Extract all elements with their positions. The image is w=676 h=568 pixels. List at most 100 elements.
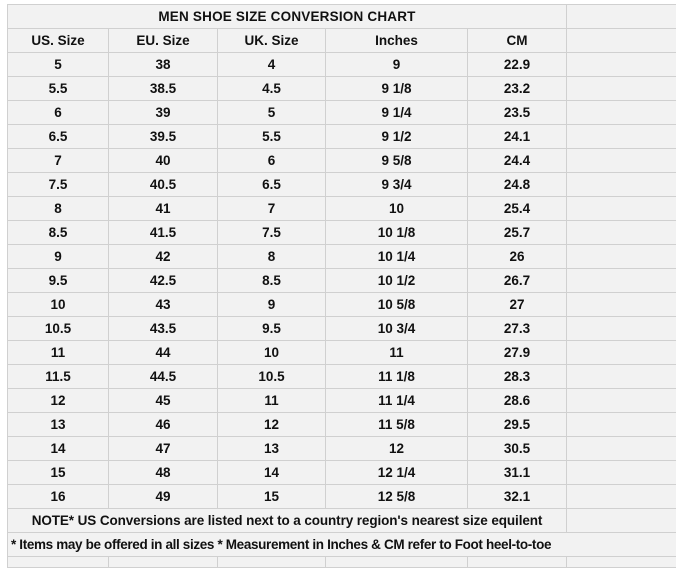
empty-cell: [567, 413, 676, 437]
empty-cell: [567, 485, 676, 509]
cell-r5-c1: 40.5: [109, 173, 218, 197]
cell-r6-c4: 25.4: [468, 197, 567, 221]
empty-cell: [567, 293, 676, 317]
cell-r7-c1: 41.5: [109, 221, 218, 245]
cell-r18-c4: 32.1: [468, 485, 567, 509]
cell-r14-c0: 12: [8, 389, 109, 413]
cell-r11-c1: 43.5: [109, 317, 218, 341]
empty-cell: [567, 101, 676, 125]
cell-r11-c0: 10.5: [8, 317, 109, 341]
cell-r0-c0: 5: [8, 53, 109, 77]
cell-r15-c4: 29.5: [468, 413, 567, 437]
empty-cell: [567, 557, 676, 568]
cell-r12-c0: 11: [8, 341, 109, 365]
cell-r2-c2: 5: [218, 101, 326, 125]
cell-r8-c3: 10 1/4: [326, 245, 468, 269]
cell-r8-c1: 42: [109, 245, 218, 269]
cell-r2-c0: 6: [8, 101, 109, 125]
empty-cell: [567, 389, 676, 413]
cell-r9-c4: 26.7: [468, 269, 567, 293]
cell-r7-c0: 8.5: [8, 221, 109, 245]
note-text-1: NOTE* US Conversions are listed next to …: [8, 509, 567, 533]
cell-r13-c3: 11 1/8: [326, 365, 468, 389]
empty-cell: [8, 557, 109, 568]
cell-r9-c0: 9.5: [8, 269, 109, 293]
cell-r1-c1: 38.5: [109, 77, 218, 101]
cell-r9-c2: 8.5: [218, 269, 326, 293]
column-header-2: UK. Size: [218, 29, 326, 53]
cell-r18-c2: 15: [218, 485, 326, 509]
cell-r3-c3: 9 1/2: [326, 125, 468, 149]
page-title: MEN SHOE SIZE CONVERSION CHART: [8, 5, 567, 29]
empty-cell: [567, 509, 676, 533]
cell-r8-c4: 26: [468, 245, 567, 269]
cell-r1-c0: 5.5: [8, 77, 109, 101]
column-header-4: CM: [468, 29, 567, 53]
cell-r4-c0: 7: [8, 149, 109, 173]
cell-r14-c3: 11 1/4: [326, 389, 468, 413]
cell-r12-c2: 10: [218, 341, 326, 365]
cell-r16-c0: 14: [8, 437, 109, 461]
empty-cell: [567, 5, 676, 29]
cell-r11-c2: 9.5: [218, 317, 326, 341]
empty-cell: [567, 197, 676, 221]
cell-r10-c0: 10: [8, 293, 109, 317]
cell-r16-c3: 12: [326, 437, 468, 461]
empty-cell: [326, 557, 468, 568]
cell-r0-c2: 4: [218, 53, 326, 77]
cell-r9-c3: 10 1/2: [326, 269, 468, 293]
cell-r15-c3: 11 5/8: [326, 413, 468, 437]
empty-cell: [567, 173, 676, 197]
cell-r13-c2: 10.5: [218, 365, 326, 389]
cell-r12-c1: 44: [109, 341, 218, 365]
empty-cell: [567, 365, 676, 389]
cell-r6-c0: 8: [8, 197, 109, 221]
cell-r3-c0: 6.5: [8, 125, 109, 149]
empty-cell: [567, 461, 676, 485]
cell-r11-c3: 10 3/4: [326, 317, 468, 341]
cell-r4-c3: 9 5/8: [326, 149, 468, 173]
cell-r4-c1: 40: [109, 149, 218, 173]
cell-r0-c4: 22.9: [468, 53, 567, 77]
cell-r10-c2: 9: [218, 293, 326, 317]
cell-r5-c2: 6.5: [218, 173, 326, 197]
cell-r14-c1: 45: [109, 389, 218, 413]
cell-r4-c4: 24.4: [468, 149, 567, 173]
column-header-0: US. Size: [8, 29, 109, 53]
empty-cell: [109, 557, 218, 568]
column-header-3: Inches: [326, 29, 468, 53]
title-row: MEN SHOE SIZE CONVERSION CHART: [8, 5, 676, 29]
cell-r17-c1: 48: [109, 461, 218, 485]
cell-r18-c1: 49: [109, 485, 218, 509]
cell-r2-c1: 39: [109, 101, 218, 125]
cell-r16-c1: 47: [109, 437, 218, 461]
cell-r10-c3: 10 5/8: [326, 293, 468, 317]
empty-cell: [567, 245, 676, 269]
cell-r8-c0: 9: [8, 245, 109, 269]
cell-r5-c4: 24.8: [468, 173, 567, 197]
empty-cell: [567, 29, 676, 53]
empty-cell: [567, 53, 676, 77]
empty-cell: [567, 317, 676, 341]
cell-r3-c4: 24.1: [468, 125, 567, 149]
cell-r1-c2: 4.5: [218, 77, 326, 101]
cell-r17-c2: 14: [218, 461, 326, 485]
cell-r16-c2: 13: [218, 437, 326, 461]
cell-r4-c2: 6: [218, 149, 326, 173]
empty-trailing-row: [8, 557, 676, 568]
cell-r7-c4: 25.7: [468, 221, 567, 245]
